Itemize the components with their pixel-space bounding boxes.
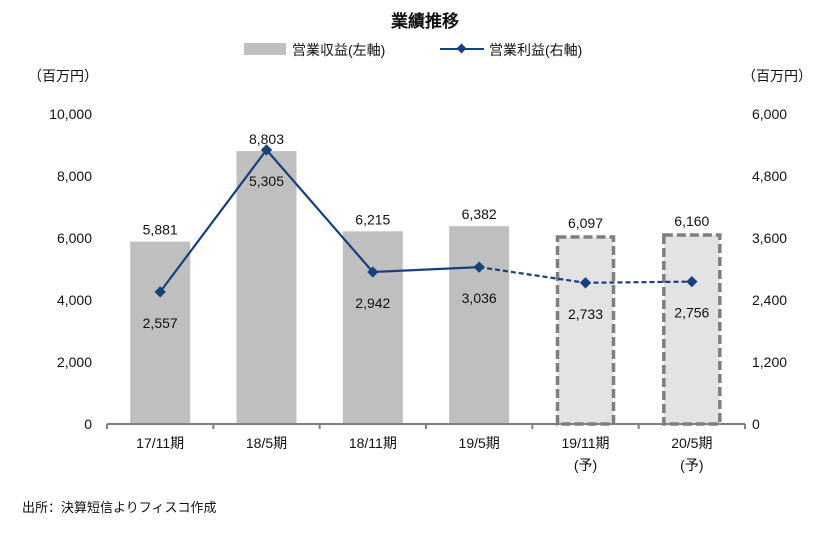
left-axis-unit: （百万円） xyxy=(28,68,98,84)
right-tick-label: 2,400 xyxy=(752,292,787,308)
profit-line-segment xyxy=(265,149,374,273)
x-tick-label: 18/11期 xyxy=(349,435,397,451)
left-tick-label: 4,000 xyxy=(57,292,92,308)
right-tick-label: 0 xyxy=(752,416,760,432)
x-tick-label: 18/5期 xyxy=(246,435,287,451)
source-note: 出所：決算短信よりフィスコ作成 xyxy=(22,500,216,515)
revenue-bar xyxy=(236,151,297,424)
left-tick-label: 0 xyxy=(84,416,92,432)
legend-label-revenue: 営業収益(左軸) xyxy=(292,42,385,58)
legend-marker-profit xyxy=(456,43,467,54)
profit-line-segment xyxy=(479,266,586,284)
forecast-revenue-bar xyxy=(555,235,616,426)
revenue-data-label: 6,097 xyxy=(568,215,603,231)
revenue-bar xyxy=(449,226,510,424)
left-tick-label: 6,000 xyxy=(57,230,92,246)
profit-data-label: 2,756 xyxy=(674,305,709,321)
revenue-bar xyxy=(342,231,403,424)
x-tick-label: (予) xyxy=(574,457,597,473)
profit-point xyxy=(154,286,166,298)
revenue-data-label: 6,215 xyxy=(355,211,390,227)
profit-data-label: 2,557 xyxy=(143,315,178,331)
profit-line-segment xyxy=(159,149,268,293)
left-tick-label: 10,000 xyxy=(49,106,92,122)
profit-point xyxy=(367,266,379,278)
left-tick-label: 8,000 xyxy=(57,168,92,184)
profit-line-segment xyxy=(372,266,480,274)
revenue-data-label: 6,382 xyxy=(462,206,497,222)
profit-data-label: 5,305 xyxy=(249,173,284,189)
profit-data-label: 2,733 xyxy=(568,306,603,322)
profit-data-label: 2,942 xyxy=(355,295,390,311)
x-tick-label: 19/11期 xyxy=(562,435,610,451)
right-axis-unit: （百万円） xyxy=(742,68,812,84)
profit-point xyxy=(260,144,273,156)
revenue-data-label: 5,881 xyxy=(143,222,178,238)
right-tick-label: 1,200 xyxy=(752,354,787,370)
revenue-data-label: 6,160 xyxy=(674,213,709,229)
left-tick-label: 2,000 xyxy=(57,354,92,370)
profit-point xyxy=(579,277,592,289)
forecast-revenue-bar xyxy=(662,233,722,426)
profit-line-segment xyxy=(585,280,692,284)
legend: 営業収益(左軸) 営業利益(右軸) xyxy=(244,42,582,58)
chart-title: 業績推移 xyxy=(391,11,459,31)
profit-point xyxy=(473,261,485,273)
x-tick-label: (予) xyxy=(680,457,703,473)
profit-data-label: 3,036 xyxy=(462,290,497,306)
legend-swatch-revenue xyxy=(244,43,286,55)
x-tick-label: 17/11期 xyxy=(136,435,184,451)
revenue-bar xyxy=(130,241,191,424)
profit-point xyxy=(686,275,698,288)
right-tick-label: 3,600 xyxy=(752,230,787,246)
legend-label-profit: 営業利益(右軸) xyxy=(489,42,582,58)
x-tick-label: 19/5期 xyxy=(459,435,500,451)
x-tick-label: 20/5期 xyxy=(671,435,712,451)
right-tick-label: 4,800 xyxy=(752,168,787,184)
right-tick-label: 6,000 xyxy=(752,106,787,122)
revenue-data-label: 8,803 xyxy=(249,131,284,147)
